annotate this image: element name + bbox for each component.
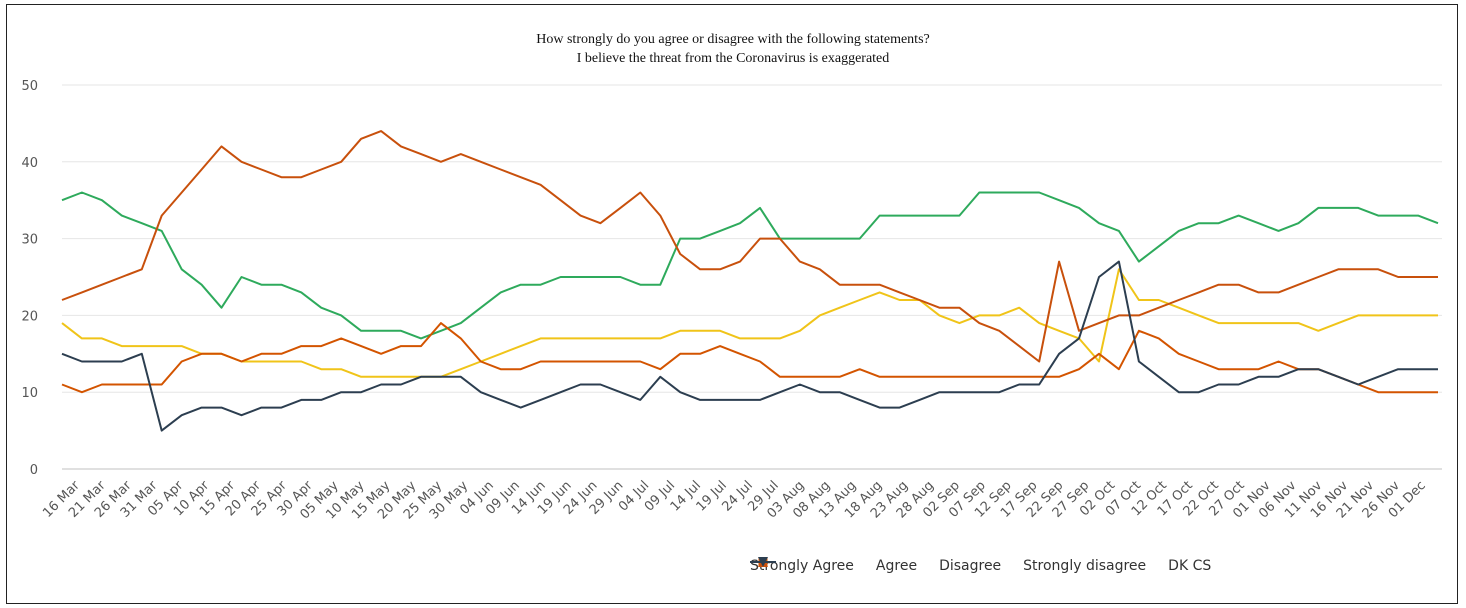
legend-label: Strongly disagree	[1023, 558, 1147, 574]
series-line-strongly-disagree	[61, 130, 1438, 363]
series-line-strongly-agree	[61, 191, 1439, 340]
series-line-disagree	[61, 322, 1438, 394]
chart-title-block: How strongly do you agree or disagree wi…	[0, 30, 1466, 68]
chart-title: How strongly do you agree or disagree wi…	[536, 32, 930, 47]
series-line-agree	[61, 268, 1438, 378]
legend-item[interactable]: Disagree	[750, 557, 1002, 574]
y-tick-label: 0	[30, 463, 38, 478]
chart-frame	[6, 4, 1458, 604]
legend-marker-icon	[750, 557, 776, 567]
y-tick-label: 30	[21, 233, 38, 248]
legend-item[interactable]: Agree	[750, 557, 918, 574]
legend-label: Disagree	[939, 558, 1002, 574]
legend-item[interactable]: Strongly disagree	[750, 557, 1147, 574]
legend-label: DK CS	[1168, 558, 1212, 574]
y-tick-label: 40	[21, 156, 38, 171]
chart-subtitle: I believe the threat from the Coronaviru…	[576, 51, 890, 66]
series-line-dk-cs	[61, 260, 1438, 432]
chart-legend: Strongly Agree Agree Disagree Strongly disa…	[750, 556, 1211, 576]
legend-item[interactable]: DK CS	[750, 557, 1212, 574]
y-tick-label: 20	[21, 309, 38, 324]
y-tick-label: 10	[21, 386, 38, 401]
y-tick-label: 50	[21, 79, 38, 94]
legend-label: Agree	[875, 558, 918, 574]
